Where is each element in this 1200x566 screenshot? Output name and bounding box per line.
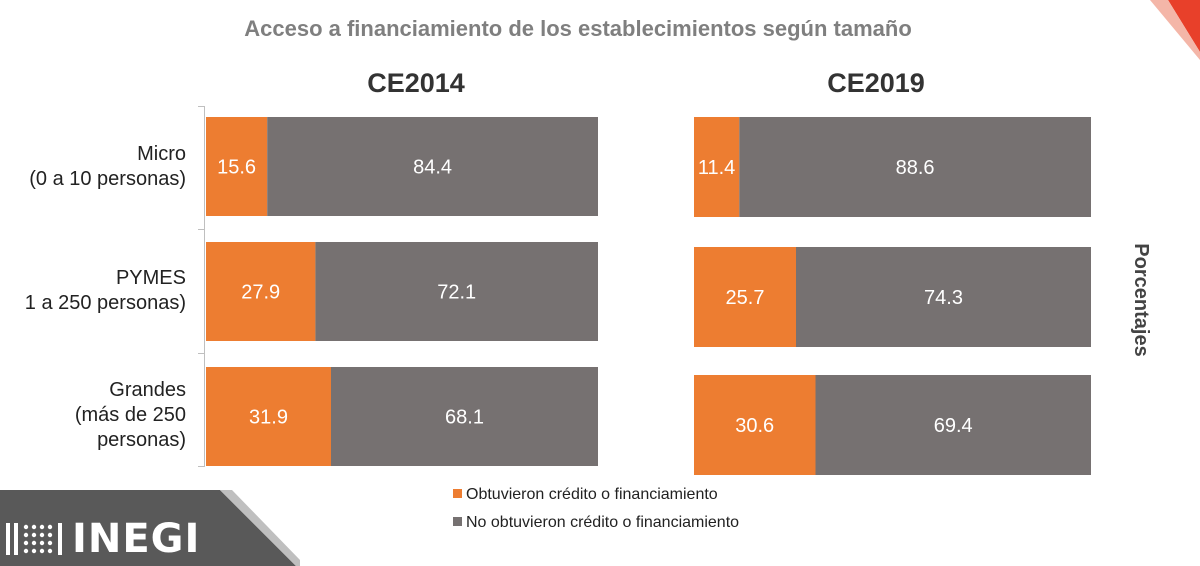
bar-ce2019-not-obtained-0	[739, 117, 1091, 217]
bar-ce2019-obtained-1	[694, 247, 796, 347]
category-label-pymes: PYMES 1 a 250 personas)	[24, 267, 186, 314]
legend-item-not-obtained: No obtuvieron crédito o financiamiento	[453, 514, 739, 532]
bar-ce2019-obtained-0	[694, 117, 740, 217]
category-axis-line	[204, 106, 205, 466]
axis-tick	[198, 466, 205, 467]
bar-ce2014-not-obtained-1	[315, 242, 598, 341]
legend-swatch-obtained	[453, 489, 462, 498]
bar-ce2019-not-obtained-2	[815, 375, 1091, 475]
legend-item-obtained: Obtuvieron crédito o financiamiento	[453, 486, 718, 504]
data-label-ce2014-obtained-0: 15.6	[217, 157, 256, 179]
panel-title-ce2014: CE2014	[367, 68, 465, 98]
data-label-ce2019-not-obtained-2: 69.4	[934, 415, 973, 437]
inegi-logo-text: INEGI	[72, 516, 201, 562]
bar-ce2019-obtained-2	[694, 375, 816, 475]
bar-ce2014-obtained-2	[206, 367, 331, 466]
data-label-ce2014-not-obtained-2: 68.1	[445, 407, 484, 429]
axis-tick	[198, 353, 205, 354]
data-label-ce2014-obtained-2: 31.9	[249, 407, 288, 429]
legend-swatch-not-obtained	[453, 517, 462, 526]
bar-ce2014-obtained-1	[206, 242, 316, 341]
panel-title-ce2019: CE2019	[827, 68, 925, 98]
category-label-micro: Micro (0 a 10 personas)	[29, 143, 186, 190]
data-label-ce2019-not-obtained-0: 88.6	[896, 157, 935, 179]
bar-ce2014-obtained-0	[206, 117, 268, 216]
footer-band-decoration	[0, 490, 300, 566]
data-label-ce2014-obtained-1: 27.9	[241, 282, 280, 304]
inegi-logo-mark-icon	[6, 523, 62, 555]
inegi-logo: INEGI	[4, 516, 201, 562]
data-label-ce2019-obtained-2: 30.6	[735, 415, 774, 437]
chart-main-title: Acceso a financiamiento de los estableci…	[244, 16, 912, 41]
data-label-ce2019-obtained-0: 11.4	[698, 157, 735, 179]
bar-ce2014-not-obtained-0	[267, 117, 598, 216]
axis-tick	[198, 229, 205, 230]
data-label-ce2019-not-obtained-1: 74.3	[924, 287, 963, 309]
axis-tick	[198, 106, 205, 107]
category-label-grandes: Grandes (más de 250 personas)	[74, 379, 186, 451]
data-label-ce2014-not-obtained-1: 72.1	[437, 282, 476, 304]
bar-ce2019-not-obtained-1	[796, 247, 1091, 347]
data-label-ce2014-not-obtained-0: 84.4	[413, 157, 452, 179]
y-axis-label: Porcentajes	[1130, 243, 1152, 357]
corner-accent-decoration	[1150, 0, 1200, 60]
bar-ce2014-not-obtained-2	[331, 367, 598, 466]
data-label-ce2019-obtained-1: 25.7	[726, 287, 765, 309]
